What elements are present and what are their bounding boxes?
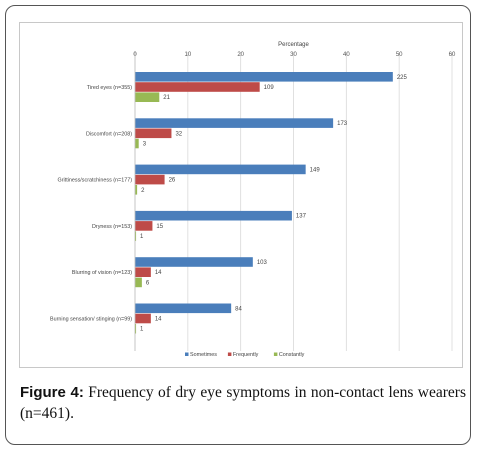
bar-sometimes (135, 118, 333, 128)
x-tick-label: 40 (343, 52, 350, 58)
caption-text: Frequency of dry eye symptoms in non-con… (20, 384, 466, 422)
x-tick-label: 50 (396, 52, 403, 58)
data-label: 3 (143, 142, 147, 148)
category-label: Burning sensation/ stinging (n=99) (50, 317, 132, 323)
bar-constantly (135, 139, 139, 149)
axis-title: Percentage (278, 42, 309, 48)
bar-frequently (135, 175, 165, 185)
data-label: 21 (163, 95, 170, 101)
data-label: 14 (155, 317, 162, 323)
data-label: 109 (264, 85, 275, 91)
data-label: 137 (296, 214, 307, 220)
figure-caption: Figure 4: Frequency of dry eye symptoms … (20, 382, 466, 424)
data-label: 173 (337, 121, 348, 127)
data-label: 32 (175, 131, 182, 137)
bar-chart: Percentage0102030405060Tired eyes (n=355… (20, 23, 464, 369)
legend-swatch-sometimes (185, 353, 189, 357)
data-label: 1 (140, 327, 144, 333)
figure-frame: Percentage0102030405060Tired eyes (n=355… (5, 5, 471, 445)
x-tick-label: 30 (290, 52, 297, 58)
category-label: Grittiness/scratchiness (n=177) (58, 178, 133, 184)
bar-sometimes (135, 72, 393, 82)
data-label: 14 (155, 270, 162, 276)
legend-swatch-frequently (228, 353, 232, 357)
bar-frequently (135, 221, 152, 231)
data-label: 1 (140, 234, 144, 240)
category-label: Tired eyes (n=355) (87, 85, 132, 91)
caption-label: Figure 4: (20, 384, 84, 401)
legend-label: Sometimes (190, 352, 217, 358)
bar-frequently (135, 129, 171, 139)
x-tick-label: 10 (184, 52, 191, 58)
legend-swatch-constantly (274, 353, 278, 357)
data-label: 26 (169, 178, 176, 184)
category-label: Dryness (n=153) (92, 224, 132, 230)
data-label: 2 (141, 188, 145, 194)
legend-label: Frequently (233, 352, 259, 358)
x-tick-label: 60 (449, 52, 456, 58)
data-label: 84 (235, 306, 242, 312)
category-label: Blurring of vision (n=123) (72, 270, 132, 276)
bar-constantly (135, 92, 159, 102)
x-tick-label: 20 (237, 52, 244, 58)
data-label: 6 (146, 280, 150, 286)
bar-sometimes (135, 304, 231, 314)
bar-frequently (135, 82, 260, 92)
legend-label: Constantly (279, 352, 305, 358)
data-label: 225 (397, 75, 408, 81)
bar-frequently (135, 314, 151, 324)
chart-area: Percentage0102030405060Tired eyes (n=355… (19, 22, 463, 368)
bar-constantly (135, 278, 142, 288)
bar-sometimes (135, 211, 292, 221)
category-label: Discomfort (n=208) (86, 131, 132, 137)
data-label: 15 (156, 224, 163, 230)
bar-sometimes (135, 257, 253, 267)
data-label: 103 (257, 260, 268, 266)
bar-sometimes (135, 165, 306, 175)
data-label: 149 (310, 167, 321, 173)
bar-frequently (135, 267, 151, 277)
